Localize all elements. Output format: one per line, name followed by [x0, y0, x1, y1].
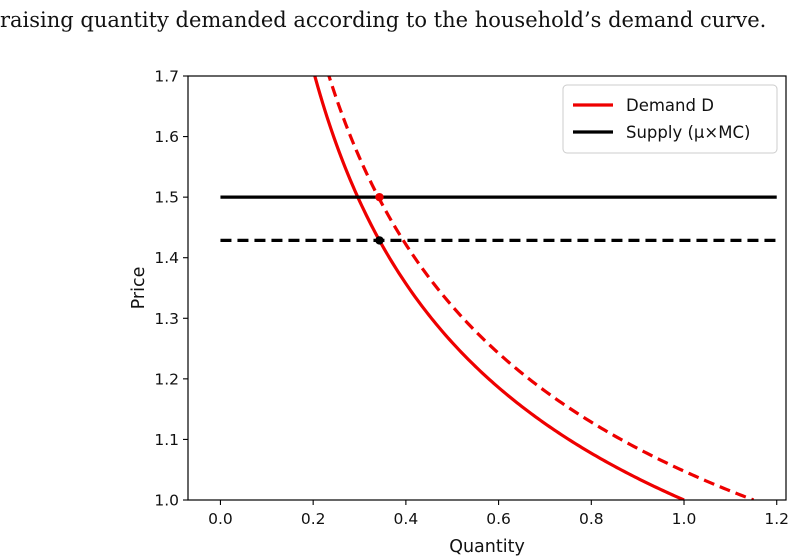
x-tick-label: 0.0	[208, 510, 233, 528]
series-layer	[220, 76, 777, 500]
legend-box	[562, 84, 778, 154]
x-tick-label: 1.2	[764, 510, 789, 528]
legend-label: Supply (μ×MC)	[626, 123, 750, 142]
x-tick-label: 0.6	[486, 510, 511, 528]
y-tick-label: 1.2	[154, 370, 179, 388]
x-tick-label: 0.8	[579, 510, 604, 528]
x-tick-label: 0.4	[394, 510, 419, 528]
y-tick-label: 1.1	[154, 431, 179, 449]
y-tick-label: 1.6	[154, 128, 179, 146]
x-axis-label: Quantity	[449, 537, 525, 557]
marker-point-1	[375, 192, 384, 202]
legend: Demand D Supply (μ×MC)	[562, 84, 778, 154]
y-tick-label: 1.7	[154, 68, 179, 86]
points-layer	[375, 192, 384, 245]
caption-text: raising quantity demanded according to t…	[0, 8, 767, 32]
x-axis: 0.0 0.2 0.4 0.6 0.8 1.0 1.2	[208, 500, 789, 528]
series-line-1	[313, 76, 685, 500]
x-tick-label: 0.2	[301, 510, 326, 528]
y-tick-label: 1.3	[154, 310, 179, 328]
plot-frame	[187, 75, 787, 501]
y-tick-label: 1.4	[154, 249, 179, 267]
x-tick-label: 1.0	[672, 510, 697, 528]
y-tick-label: 1.0	[154, 492, 179, 510]
legend-label: Demand D	[626, 96, 714, 115]
y-axis-label: Price	[129, 267, 149, 310]
series-line-2	[327, 76, 755, 500]
marker-point-2	[375, 236, 384, 245]
y-axis: 1.0 1.1 1.2 1.3 1.4 1.5 1.6 1.7	[154, 68, 188, 510]
y-tick-label: 1.5	[154, 189, 179, 207]
